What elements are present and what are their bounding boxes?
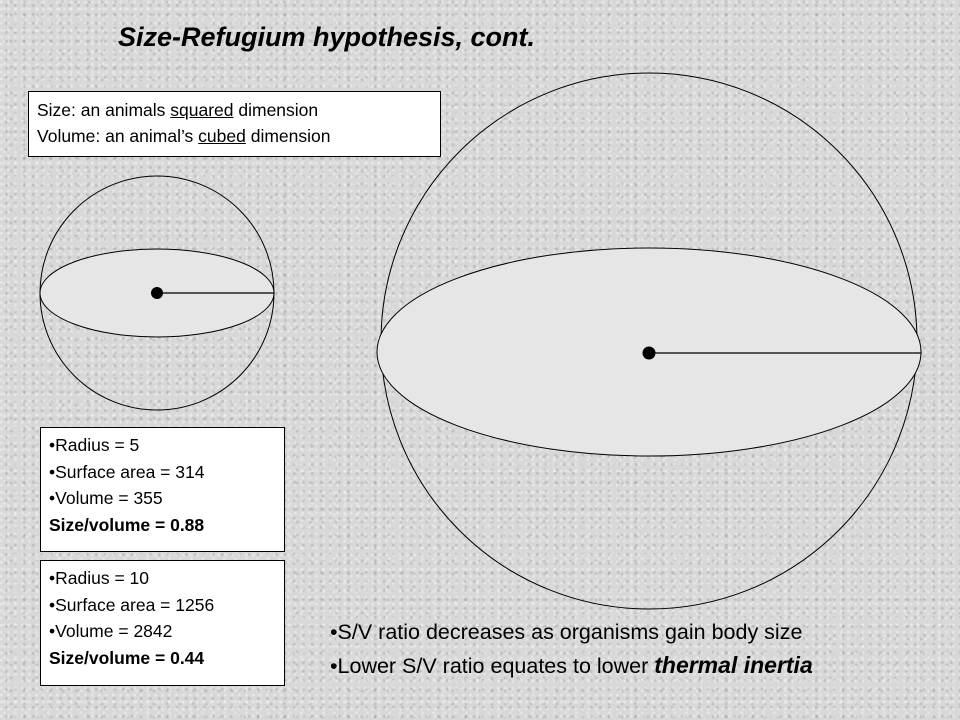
large-size-volume-ratio: Size/volume = 0.44 [49,647,205,668]
small-volume: •Volume = 355 [49,488,163,508]
small-sphere-stats: •Radius = 5 •Surface area = 314 •Volume … [40,427,285,552]
size-definition: Size: an animals squared dimension [37,100,319,120]
large-surface-area: •Surface area = 1256 [49,594,215,615]
slide-title: Size-Refugium hypothesis, cont. [118,22,536,52]
squared-emphasis: squared [170,100,234,120]
small-radius: •Radius = 5 [49,435,140,455]
large-radius: •Radius = 10 [49,568,150,588]
definitions-box: Size: an animals squared dimension Volum… [28,91,441,157]
conclusion-bullets: •S/V ratio decreases as organisms gain b… [330,616,813,683]
thermal-inertia-emphasis: thermal inertia [654,652,813,678]
small-size-volume-ratio: Size/volume = 0.88 [49,514,205,535]
small-surface-area: •Surface area = 314 [49,461,205,482]
bullet-sv-ratio: •S/V ratio decreases as organisms gain b… [330,620,803,644]
cubed-emphasis: cubed [198,126,246,146]
large-volume: •Volume = 2842 [49,621,173,641]
large-sphere-stats: •Radius = 10 •Surface area = 1256 •Volum… [40,560,285,686]
bullet-thermal-inertia: •Lower S/V ratio equates to lower therma… [330,652,813,678]
volume-definition: Volume: an animal’s cubed dimension [37,126,331,146]
